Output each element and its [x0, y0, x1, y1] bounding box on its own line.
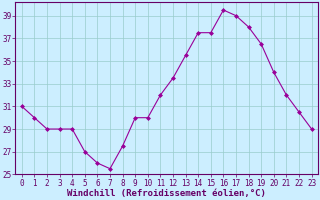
X-axis label: Windchill (Refroidissement éolien,°C): Windchill (Refroidissement éolien,°C)	[67, 189, 266, 198]
